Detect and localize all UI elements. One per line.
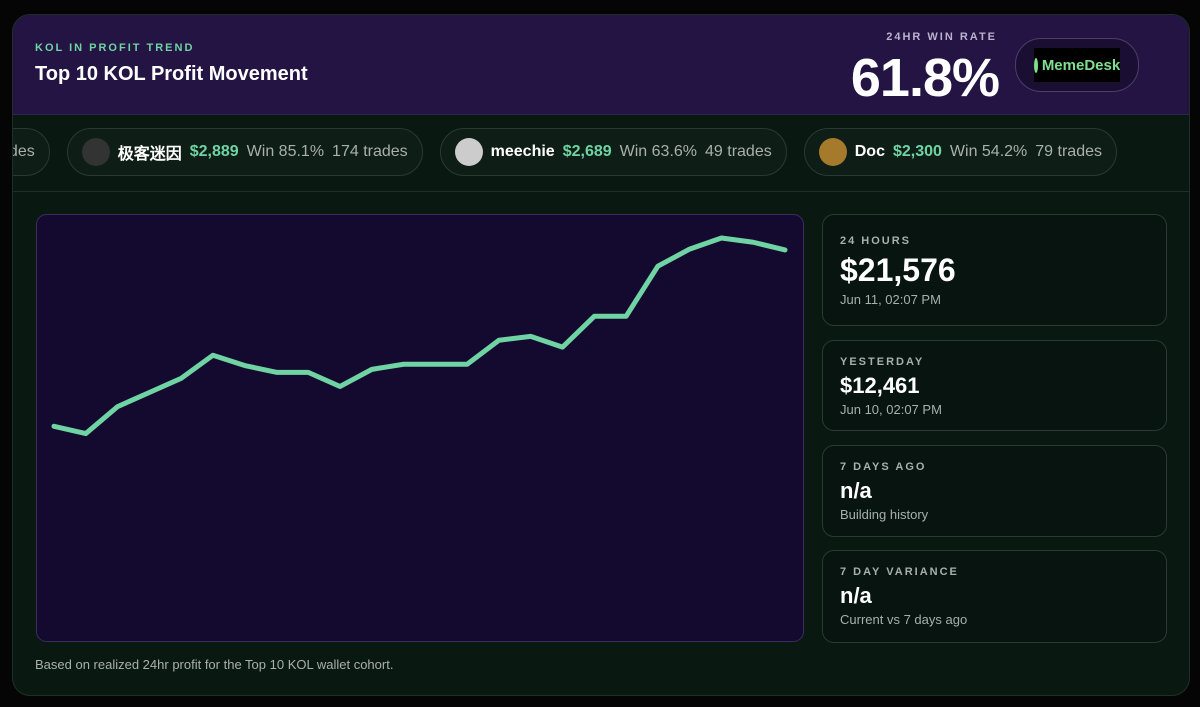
stat-card: 7 DAYS AGO n/a Building history [822, 445, 1167, 537]
ticker-track: 61 trades 极客迷因 $2,889 Win 85.1% 174 trades me… [13, 128, 1117, 176]
kol-name: meechie [490, 143, 555, 160]
kol-trades: 79 trades [1035, 143, 1102, 160]
ticker-pill[interactable]: 61 trades [13, 128, 50, 176]
stat-sub: Jun 11, 02:07 PM [840, 292, 941, 307]
stat-label: 7 DAY VARIANCE [840, 566, 959, 578]
stat-value: $12,461 [840, 373, 920, 398]
stat-label: 24 HOURS [840, 235, 912, 247]
logo-box: MemeDesk [1033, 48, 1121, 82]
chart [36, 214, 804, 642]
kol-profit: $2,889 [189, 143, 239, 160]
kol-trades: 61 trades [13, 143, 35, 160]
kol-win: Win 85.1% [246, 143, 325, 160]
stat-card: 7 DAY VARIANCE n/a Current vs 7 days ago [822, 550, 1167, 643]
kol-profit: $2,689 [562, 143, 612, 160]
chart-frame [36, 214, 804, 642]
kol-name: 极客迷因 [117, 146, 182, 163]
stat-card: 24 HOURS $21,576 Jun 11, 02:07 PM [822, 214, 1167, 326]
stat-value: $21,576 [840, 252, 956, 288]
win-rate-label: 24HR WIN RATE [886, 31, 997, 43]
ticker-pill[interactable]: Doc $2,300 Win 54.2% 79 trades [803, 128, 1117, 176]
ticker: 61 trades 极客迷因 $2,889 Win 85.1% 174 trades me… [13, 114, 1189, 192]
stat-label: 7 DAYS AGO [840, 461, 927, 473]
profit-line [51, 235, 788, 437]
stat-value: n/a [840, 478, 872, 503]
footer: Based on realized 24hr profit for the To… [35, 657, 394, 672]
kol-win: Win 63.6% [619, 143, 698, 160]
stat-sub: Jun 10, 02:07 PM [840, 402, 942, 417]
kol-win: Win 54.2% [949, 143, 1028, 160]
header: KOL IN PROFIT TREND Top 10 KOL Profit Mo… [13, 15, 1189, 115]
ticker-pill[interactable]: meechie $2,689 Win 63.6% 49 trades [439, 128, 787, 176]
logo[interactable]: MemeDesk [1015, 38, 1139, 92]
stat-value: n/a [840, 583, 872, 608]
card: KOL IN PROFIT TREND Top 10 KOL Profit Mo… [12, 14, 1190, 696]
kol-trades: 174 trades [332, 143, 408, 160]
avatar [818, 138, 847, 166]
win-rate: 61.8% [850, 48, 1000, 108]
eyebrow: KOL IN PROFIT TREND [35, 42, 195, 54]
title: Top 10 KOL Profit Movement [35, 63, 308, 85]
avatar [81, 138, 110, 166]
kol-name: Doc [854, 143, 885, 160]
kol-profit: $2,300 [892, 143, 942, 160]
kol-trades: 49 trades [705, 143, 772, 160]
stat-label: YESTERDAY [840, 356, 925, 368]
stat-sub: Current vs 7 days ago [840, 612, 968, 627]
stat-card: YESTERDAY $12,461 Jun 10, 02:07 PM [822, 340, 1167, 431]
avatar [454, 138, 483, 166]
ticker-pill[interactable]: 极客迷因 $2,889 Win 85.1% 174 trades [66, 128, 423, 176]
logo-text: MemeDesk [1041, 56, 1121, 74]
stat-sub: Building history [840, 507, 929, 522]
